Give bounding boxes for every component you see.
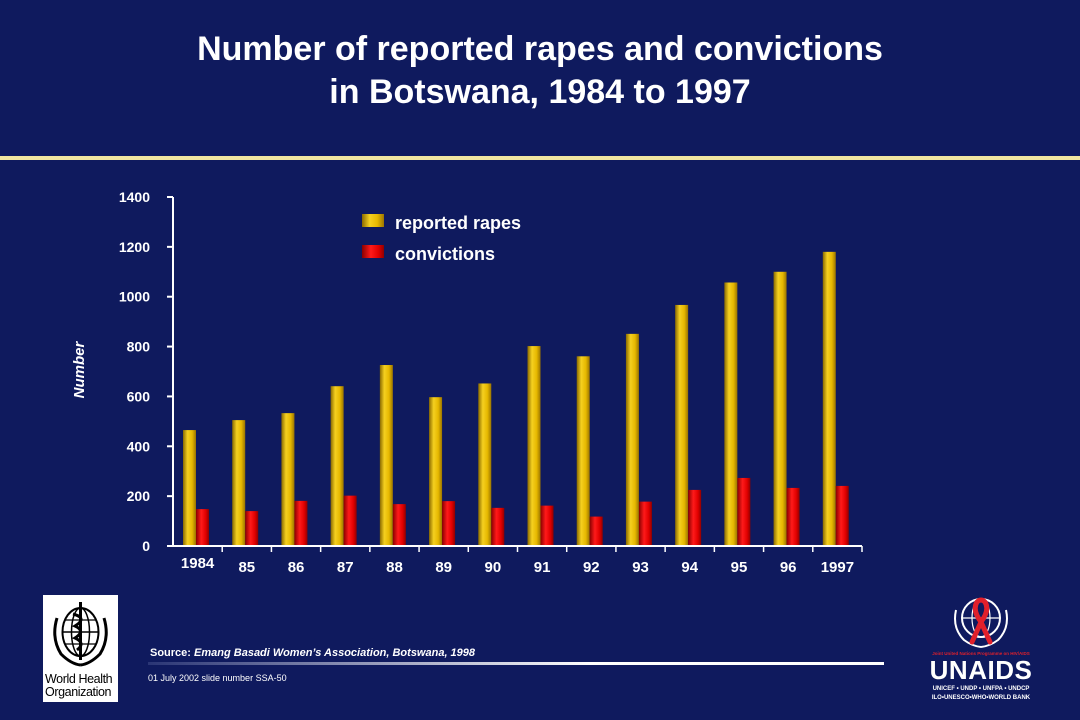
y-tick-label: 600 [127,388,151,404]
who-logo: World Health Organization [43,595,118,702]
bar-reported-rapes [822,251,836,547]
source-label: Source: [150,647,191,659]
x-tick-label: 94 [681,559,698,576]
bar-reported-rapes [527,346,541,546]
bar-reported-rapes [773,271,787,546]
y-tick-label: 1200 [119,239,150,255]
unaids-cosponsors-line1: UNICEF • UNDP • UNFPA • UNDCP [932,686,1030,692]
unaids-cosponsors-line2: ILO•UNESCO•WHO•WORLD BANK [931,695,1031,701]
bar-convictions [688,489,702,546]
legend-label: convictions [395,244,495,264]
bar-convictions [196,509,209,546]
bar-convictions [294,500,308,546]
bar-series [183,251,849,547]
bar-reported-rapes [478,383,492,546]
x-tick-label: 93 [632,559,649,576]
bar-convictions [245,511,259,546]
x-tick-label: 85 [238,559,255,576]
bar-reported-rapes [576,356,590,546]
x-tick-label: 87 [337,559,354,576]
unaids-brand: UNAIDS [929,655,1033,685]
slide-title: Number of reported rapes and convictions… [0,28,1080,114]
bar-convictions [589,516,603,546]
bar-reported-rapes [379,365,393,546]
bar-reported-rapes [429,397,443,546]
slide-title-line2: in Botswana, 1984 to 1997 [329,73,751,111]
y-tick-label: 800 [127,339,151,355]
x-tick-label: 89 [435,559,452,576]
unaids-tagline: Joint United Nations Programme on HIV/AI… [932,651,1030,656]
title-divider [0,156,1080,160]
bar-convictions [491,507,505,546]
slide-number-note: 01 July 2002 slide number SSA-50 [148,673,287,683]
y-axis-label: Number [71,341,88,399]
who-name: World Health Organization [45,672,113,699]
legend: reported rapes convictions [362,213,521,264]
x-tick-label: 88 [386,559,403,576]
y-tick-label: 1000 [119,289,150,305]
bar-reported-rapes [281,413,295,546]
slide-title-line1: Number of reported rapes and convictions [197,30,883,68]
y-tick-label: 1400 [119,189,150,205]
x-tick-label: 91 [534,559,551,576]
bar-convictions [442,501,456,546]
bar-reported-rapes [625,333,639,546]
bar-reported-rapes [183,430,196,546]
footer-divider [148,662,884,665]
legend-label: reported rapes [395,213,521,233]
bar-reported-rapes [232,420,246,546]
legend-swatch [362,245,384,258]
bar-convictions [835,485,849,546]
y-tick-label: 200 [127,488,151,504]
source-note: Source: Emang Basadi Women’s Association… [150,647,475,659]
bar-convictions [737,477,751,546]
bar-convictions [392,504,406,546]
x-axis-labels: 1984 85 86 87 88 89 90 91 92 93 94 95 96 1997 [181,546,863,576]
y-axis-ticks: 0 200 400 600 800 1000 1200 1400 [119,189,173,554]
y-tick-label: 0 [142,538,150,554]
x-tick-label: 1984 [181,555,215,572]
x-tick-label: 90 [485,559,502,576]
unaids-emblem-icon [954,597,1008,648]
bar-convictions [786,487,800,546]
bar-convictions [540,505,554,546]
bar-reported-rapes [330,386,344,546]
x-tick-label: 1997 [821,559,854,576]
unaids-logo: Joint United Nations Programme on HIV/AI… [922,592,1040,710]
x-tick-label: 86 [288,559,305,576]
bar-reported-rapes [675,304,689,546]
legend-swatch [362,214,384,227]
x-tick-label: 95 [731,559,748,576]
x-tick-label: 96 [780,559,797,576]
source-text: Emang Basadi Women’s Association, Botswa… [194,647,476,659]
y-tick-label: 400 [127,438,151,454]
bar-reported-rapes [724,282,738,546]
bar-convictions [343,495,357,546]
x-tick-label: 92 [583,559,600,576]
bar-convictions [638,501,652,546]
who-emblem-icon [53,602,108,667]
